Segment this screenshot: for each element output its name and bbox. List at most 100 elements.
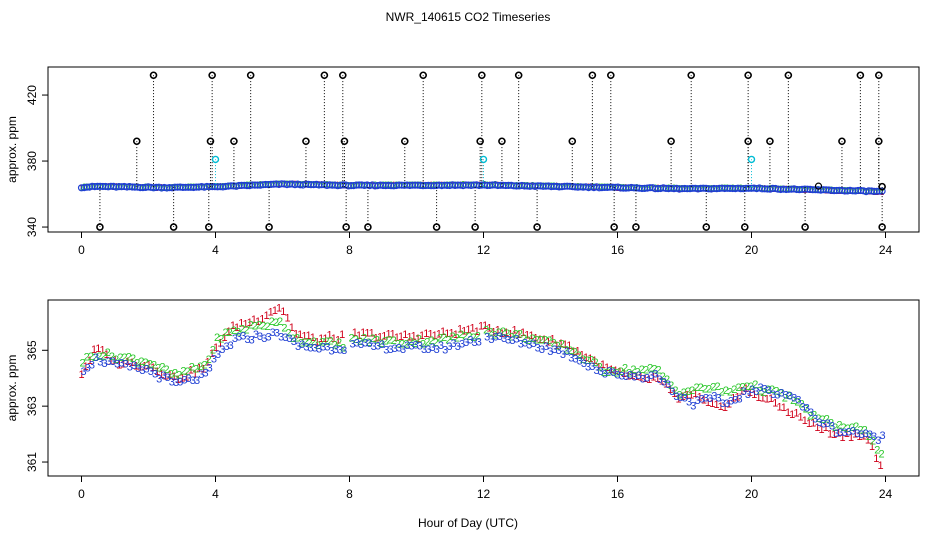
data-point — [531, 182, 539, 190]
data-point: 3 — [804, 402, 810, 414]
y-tick-label: 380 — [25, 151, 39, 171]
data-point: 3 — [165, 372, 171, 384]
data-point: 1 — [856, 431, 862, 443]
data-point: 1 — [360, 327, 366, 339]
x-tick-label: 20 — [745, 487, 759, 501]
data-point: 2 — [622, 362, 628, 374]
data-point: 3 — [177, 377, 183, 389]
data-point: 1 — [877, 460, 883, 472]
data-point: 1 — [385, 329, 391, 341]
data-point: 2 — [277, 316, 283, 328]
data-point: 2 — [84, 352, 90, 364]
data-point: 1 — [163, 370, 169, 382]
data-point: 3 — [560, 349, 566, 361]
data-point: 1 — [129, 357, 135, 369]
data-point: 3 — [850, 426, 856, 438]
data-point: 3 — [619, 371, 625, 383]
data-point: 1 — [280, 306, 286, 318]
data-point: 1 — [528, 330, 534, 342]
data-point: 2 — [475, 331, 481, 343]
data-point: 1 — [112, 354, 118, 366]
data-point: 2 — [445, 335, 451, 347]
data-point: 2 — [849, 422, 855, 434]
data-point: 1 — [604, 362, 610, 374]
data-point — [566, 182, 574, 190]
data-point: 1 — [785, 407, 791, 419]
data-point: 3 — [539, 344, 545, 356]
data-point: 2 — [155, 363, 161, 375]
data-point: 1 — [411, 331, 417, 343]
data-point — [731, 185, 740, 193]
x-tick-label: 12 — [477, 243, 491, 257]
data-point: 2 — [752, 379, 758, 391]
data-point — [248, 181, 256, 189]
data-point — [256, 181, 264, 189]
data-point: 2 — [290, 333, 296, 345]
data-point: 2 — [319, 336, 325, 348]
data-point — [560, 182, 569, 190]
data-point: 2 — [748, 381, 754, 393]
data-point — [782, 185, 790, 194]
data-point: 2 — [841, 422, 847, 434]
data-point: 2 — [824, 414, 830, 426]
data-point — [387, 182, 395, 190]
data-point: 3 — [438, 340, 444, 352]
data-point: 3 — [572, 354, 578, 366]
data-point: 3 — [875, 435, 881, 447]
data-point: 3 — [707, 393, 713, 405]
x-axis-label: Hour of Day (UTC) — [418, 516, 518, 530]
data-point: 3 — [703, 392, 709, 404]
data-point: 2 — [328, 336, 334, 348]
data-point: 1 — [507, 329, 513, 341]
data-point: 2 — [681, 387, 687, 399]
data-point — [670, 185, 678, 193]
data-point: 2 — [332, 339, 338, 351]
data-point — [128, 183, 136, 191]
panel-top: 0 4 8 12 16 20 24 340 380 420 approx. ppm 111111111… — [5, 66, 920, 257]
data-point: 2 — [458, 329, 464, 341]
data-point — [251, 181, 259, 189]
data-point — [304, 180, 312, 188]
data-point — [809, 186, 817, 194]
data-point — [240, 181, 248, 189]
data-point: 3 — [123, 359, 129, 371]
data-point — [235, 181, 243, 190]
data-point: 2 — [487, 326, 493, 338]
data-point: 1 — [217, 338, 223, 350]
data-point: 2 — [378, 338, 384, 350]
data-point: 2 — [635, 367, 641, 379]
data-point: 1 — [251, 314, 257, 326]
data-point: 3 — [421, 344, 427, 356]
data-point: 1 — [83, 361, 89, 373]
outlier-mid-point — [568, 137, 577, 146]
data-point: 2 — [264, 321, 270, 333]
data-point: 2 — [719, 386, 725, 398]
data-point: 2 — [563, 344, 569, 356]
data-point: 1 — [793, 408, 799, 420]
outlier-mid-point — [302, 137, 310, 146]
data-point — [163, 184, 171, 192]
data-point: 3 — [215, 349, 221, 361]
data-point — [390, 182, 398, 190]
x-tick-label: 20 — [745, 243, 759, 257]
data-point — [120, 182, 128, 191]
data-point: 3 — [429, 342, 435, 354]
data-point: 2 — [727, 387, 733, 399]
data-point: 2 — [803, 404, 809, 416]
data-point: 3 — [791, 392, 797, 404]
data-point — [721, 184, 729, 193]
data-point: 1 — [730, 393, 736, 405]
x-tick-label: 0 — [78, 243, 85, 257]
data-point — [654, 185, 662, 193]
data-point: 1 — [861, 431, 867, 443]
data-point: 2 — [243, 324, 249, 336]
data-point: 3 — [833, 428, 839, 440]
data-point — [747, 184, 756, 192]
data-point: 2 — [134, 358, 140, 370]
data-point: 2 — [521, 333, 527, 345]
data-point: 2 — [609, 366, 615, 378]
y-tick-label: 365 — [25, 340, 39, 360]
data-point: 1 — [457, 323, 463, 335]
data-point — [422, 181, 430, 190]
data-point: 2 — [820, 414, 826, 426]
